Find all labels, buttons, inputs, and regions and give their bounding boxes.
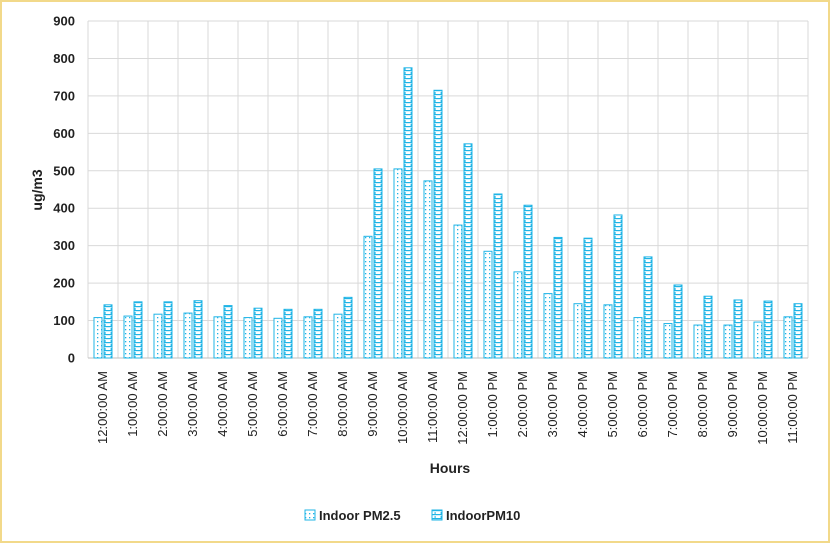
- legend-label-pm25: Indoor PM2.5: [319, 508, 401, 523]
- x-tick-label: 6:00:00 PM: [635, 371, 650, 438]
- bar-pm10: [103, 304, 113, 359]
- x-tick-label: 4:00:00 PM: [575, 371, 590, 438]
- y-axis-title: ug/m3: [29, 169, 45, 210]
- bar-pm10: [283, 308, 293, 359]
- gridlines: [87, 20, 809, 359]
- y-tick-label: 500: [53, 163, 75, 178]
- bar-pm25: [243, 317, 253, 359]
- x-tick-label: 10:00:00 AM: [395, 371, 410, 444]
- y-tick-label: 200: [53, 276, 75, 291]
- x-tick-label: 6:00:00 AM: [275, 371, 290, 437]
- bar-pm10: [793, 303, 803, 359]
- y-tick-label: 300: [53, 238, 75, 253]
- y-tick-label: 400: [53, 201, 75, 216]
- bar-pm10: [643, 256, 653, 359]
- x-tick-label: 7:00:00 PM: [665, 371, 680, 438]
- bar-pm10: [313, 308, 323, 359]
- x-tick-label: 2:00:00 AM: [155, 371, 170, 437]
- bar-pm10: [523, 204, 533, 359]
- x-tick-label: 1:00:00 PM: [485, 371, 500, 438]
- y-tick-label: 0: [68, 351, 75, 366]
- x-axis-title: Hours: [430, 460, 471, 476]
- bar-pm10: [493, 193, 503, 359]
- x-tick-label: 7:00:00 AM: [305, 371, 320, 437]
- x-tick-label: 3:00:00 PM: [545, 371, 560, 438]
- bar-pm10: [253, 307, 263, 359]
- bar-pm10: [673, 284, 683, 359]
- bar-pm25: [723, 324, 733, 359]
- bar-pm25: [363, 235, 373, 359]
- x-tick-label: 9:00:00 PM: [725, 371, 740, 438]
- y-tick-labels: 0 100 200 300 400 500 600 700 800 900: [53, 14, 75, 366]
- x-tick-label: 2:00:00 PM: [515, 371, 530, 438]
- bar-pm25: [153, 313, 163, 359]
- x-tick-label: 9:00:00 AM: [365, 371, 380, 437]
- bar-pm25: [273, 317, 283, 359]
- x-tick-label: 1:00:00 AM: [125, 371, 140, 437]
- legend: Indoor PM2.5 IndoorPM10: [304, 508, 520, 523]
- bar-pm25: [483, 250, 493, 359]
- bar-pm10: [373, 168, 383, 359]
- bar-pm10: [733, 299, 743, 359]
- bar-pm25: [453, 224, 463, 359]
- bar-pm25: [333, 313, 343, 359]
- x-tick-labels: 12:00:00 AM 1:00:00 AM 2:00:00 AM 3:00:00 A…: [95, 371, 800, 445]
- bar-pm10: [343, 296, 353, 359]
- legend-label-pm10: IndoorPM10: [446, 508, 520, 523]
- bar-pm25: [183, 312, 193, 359]
- x-tick-label: 4:00:00 AM: [215, 371, 230, 437]
- bar-pm25: [633, 317, 643, 359]
- bar-pm25: [93, 317, 103, 359]
- x-tick-label: 11:00:00 PM: [785, 371, 800, 444]
- bar-pm10: [553, 236, 563, 359]
- bar-pm10: [463, 143, 473, 359]
- bar-pm25: [603, 304, 613, 359]
- x-tick-label: 3:00:00 AM: [185, 371, 200, 437]
- bar-pm25: [423, 180, 433, 359]
- legend-swatch-pm25: [304, 509, 316, 521]
- bar-pm10: [763, 300, 773, 359]
- legend-swatch-pm10: [431, 509, 443, 521]
- bars: [93, 67, 803, 359]
- bar-pm10: [583, 237, 593, 359]
- x-tick-label: 12:00:00 PM: [455, 371, 470, 445]
- x-tick-label: 10:00:00 PM: [755, 371, 770, 445]
- y-tick-label: 900: [53, 14, 75, 29]
- bar-pm25: [663, 323, 673, 359]
- x-tick-label: 5:00:00 AM: [245, 371, 260, 437]
- y-tick-label: 700: [53, 88, 75, 103]
- bar-pm25: [693, 324, 703, 359]
- y-tick-label: 800: [53, 51, 75, 66]
- bar-pm25: [303, 316, 313, 359]
- bar-pm25: [513, 271, 523, 359]
- bar-pm25: [123, 315, 133, 359]
- bar-pm10: [133, 301, 143, 359]
- x-tick-label: 12:00:00 AM: [95, 371, 110, 444]
- bar-pm25: [543, 293, 553, 359]
- x-tick-label: 5:00:00 PM: [605, 371, 620, 438]
- bar-pm25: [783, 316, 793, 359]
- x-tick-label: 11:00:00 AM: [425, 371, 440, 443]
- y-tick-label: 600: [53, 126, 75, 141]
- bar-pm25: [573, 303, 583, 359]
- bar-pm10: [403, 67, 413, 359]
- bar-pm10: [163, 301, 173, 359]
- bar-pm25: [753, 321, 763, 359]
- bar-pm10: [703, 295, 713, 359]
- x-tick-label: 8:00:00 AM: [335, 371, 350, 437]
- bar-pm25: [393, 168, 403, 359]
- bar-pm10: [223, 305, 233, 359]
- bar-pm10: [613, 214, 623, 359]
- x-tick-label: 8:00:00 PM: [695, 371, 710, 438]
- bar-pm10: [193, 300, 203, 359]
- bar-pm10: [433, 89, 443, 359]
- bar-pm25: [213, 316, 223, 359]
- y-tick-label: 100: [53, 313, 75, 328]
